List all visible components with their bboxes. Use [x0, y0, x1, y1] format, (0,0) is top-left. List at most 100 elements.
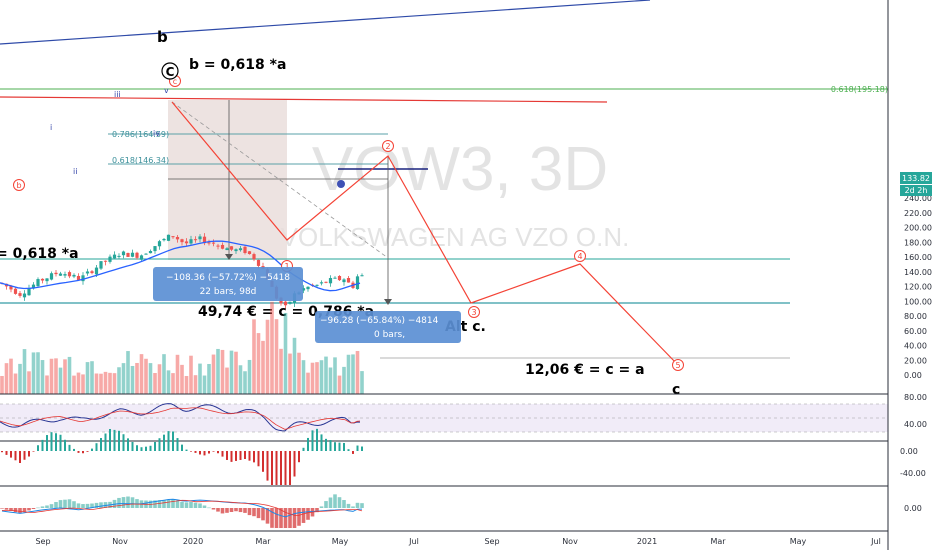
momentum-bar [10, 451, 12, 458]
candle-body [103, 260, 108, 262]
date-range-box[interactable] [168, 100, 287, 260]
candle-body [90, 271, 94, 274]
momentum-bar [95, 443, 98, 451]
momentum-bar [167, 431, 170, 451]
measure-arrow-2 [384, 299, 392, 305]
rsi-line [0, 403, 361, 432]
momentum-bar [248, 451, 251, 461]
rsi-tick-label: 40.00 [904, 420, 927, 429]
candle-body [288, 301, 292, 304]
macd-bar [247, 508, 252, 516]
momentum-bar [73, 448, 75, 451]
resistance-line[interactable] [0, 96, 608, 103]
momentum-bar [329, 440, 332, 451]
macd-bar [36, 507, 40, 509]
wave-projection-line[interactable] [171, 101, 679, 366]
candle-body [198, 236, 202, 240]
volume-bar [306, 372, 310, 394]
price-tick-label: 200.00 [904, 224, 932, 233]
candle-body [85, 271, 90, 274]
time-tick-label: Jul [870, 537, 881, 546]
volume-bar [9, 358, 13, 394]
volume-bar [225, 367, 229, 394]
momentum-bar [140, 447, 143, 451]
candle-body [252, 254, 256, 260]
momentum-bar [230, 451, 233, 462]
candle-body [126, 252, 130, 257]
watermark-name: VOLKSWAGEN AG VZO O.N. [281, 222, 630, 252]
volume-bar [297, 352, 301, 394]
macd-bar [229, 508, 234, 513]
volume-bar [40, 360, 45, 394]
macd-bar [346, 503, 351, 508]
macd-bar [202, 505, 207, 508]
macd-bar [297, 508, 301, 526]
momentum-bar [172, 431, 174, 451]
circle-number-5: 5 [672, 359, 684, 371]
last-price-value: 133.82 [902, 174, 930, 183]
volume-bar [337, 375, 342, 394]
time-tick-label: May [790, 537, 807, 546]
price-tick-label: 20.00 [904, 356, 927, 365]
candle-body [342, 279, 346, 283]
measure-box-1-line2: 22 bars, 98d [200, 287, 257, 297]
volume-bar [252, 319, 256, 394]
price-axis-bg[interactable] [888, 0, 932, 550]
measure-box-2-line1: −96.28 (−65.84%) −4814 [320, 316, 439, 326]
time-axis[interactable]: Sep Nov 2020 Mar May Jul Sep Nov 2021 Mar May Jul [35, 537, 880, 546]
alert-marker[interactable] [337, 180, 345, 188]
macd-bar [283, 508, 288, 528]
momentum-bar [320, 434, 323, 451]
volume-bar [184, 375, 189, 394]
time-tick-label: Jul [408, 537, 419, 546]
candle-body [166, 234, 171, 241]
momentum-bar [41, 439, 44, 451]
volume-bar [103, 371, 108, 394]
momentum-bar [14, 451, 17, 461]
macd-bar [279, 508, 283, 528]
volume-bar [54, 358, 58, 394]
candle-body [9, 285, 13, 290]
measure-box-2[interactable]: −96.28 (−65.84%) −4814 0 bars, [315, 311, 461, 343]
volume-bar [346, 354, 351, 394]
time-tick-label: Mar [255, 537, 271, 546]
volume-bar [328, 367, 333, 394]
macd-bar [319, 506, 324, 508]
fib-label-0618-top: 0.618(195.18) [831, 85, 888, 94]
dashed-projection[interactable] [171, 101, 389, 259]
price-tick-label: 100.00 [904, 297, 932, 306]
candle-body [211, 242, 216, 244]
macd-bar [58, 500, 63, 508]
momentum-bar [199, 451, 201, 455]
svg-text:c: c [173, 77, 177, 86]
price-tick-label: 240.00 [904, 194, 932, 203]
macd-bar [162, 500, 166, 508]
volume-bar [171, 373, 175, 394]
price-tick-label: 140.00 [904, 268, 932, 277]
label-c-bottom: c [672, 382, 680, 398]
svg-text:5: 5 [675, 361, 680, 370]
momentum-bar [100, 438, 102, 451]
macd-bar [22, 508, 27, 512]
volume-bar [135, 362, 139, 394]
candle-body [193, 239, 198, 241]
macd-bar [265, 508, 270, 524]
measure-box-1[interactable]: −108.36 (−57.72%) −5418 22 bars, 98d [153, 267, 303, 301]
macd-bar [189, 501, 193, 508]
volume-bar [0, 375, 4, 394]
trend-line-upper[interactable] [0, 0, 651, 45]
momentum-bar [334, 442, 336, 451]
momentum-bar [293, 451, 296, 477]
macd-bar [126, 496, 130, 508]
volume-bar [270, 301, 274, 394]
candle-body [234, 249, 238, 252]
momentum-bar [280, 451, 282, 485]
macd-bar [225, 508, 229, 513]
momentum-bar [131, 442, 134, 451]
macd-bar [288, 508, 292, 528]
macd-bar [238, 508, 243, 513]
macd-bar [198, 503, 202, 508]
candle-body [67, 272, 72, 277]
candle-body [31, 284, 36, 289]
